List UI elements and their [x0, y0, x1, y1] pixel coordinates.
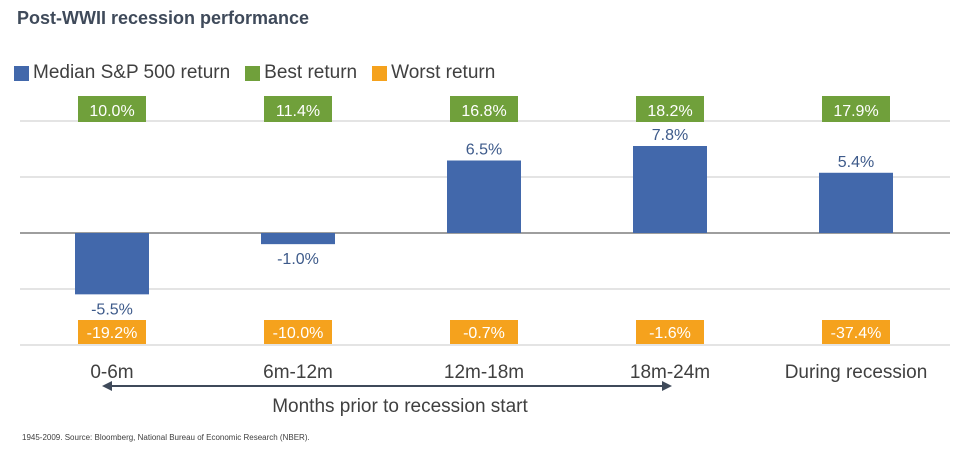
arrow-head-right [662, 381, 672, 391]
data-label-worst: -0.7% [463, 325, 505, 342]
legend-label-median: Median S&P 500 return [33, 62, 231, 83]
bar-median [447, 160, 521, 233]
source-note: 1945-2009. Source: Bloomberg, National B… [22, 433, 310, 442]
arrow-head-left [102, 381, 112, 391]
data-label-median: -1.0% [277, 251, 319, 268]
best-label-box [822, 96, 890, 122]
data-label-best: 17.9% [833, 103, 878, 120]
legend-item-worst: Worst return [372, 62, 495, 84]
data-label-worst: -10.0% [273, 325, 324, 342]
data-label-median: 6.5% [466, 142, 502, 159]
best-label-box [636, 96, 704, 122]
best-label-box [78, 96, 146, 122]
legend-swatch-median [14, 65, 29, 81]
legend-item-median: Median S&P 500 return [14, 62, 230, 84]
data-label-median: 7.8% [652, 127, 688, 144]
worst-label-box [78, 320, 146, 344]
bar-median [75, 233, 149, 295]
legend-swatch-worst [372, 65, 388, 81]
data-label-median: -5.5% [91, 301, 133, 318]
data-label-best: 11.4% [276, 103, 320, 120]
worst-label-box [822, 320, 890, 344]
worst-label-box [264, 320, 332, 344]
data-label-best: 18.2% [647, 103, 692, 120]
bar-median [819, 172, 893, 233]
legend: Median S&P 500 return Best return Worst … [14, 62, 510, 84]
legend-item-best: Best return [245, 62, 357, 84]
category-label: 12m-18m [444, 362, 524, 383]
category-label: 6m-12m [263, 362, 333, 383]
best-label-box [264, 96, 332, 122]
data-label-median: 5.4% [838, 154, 874, 171]
bar-median [633, 146, 707, 233]
data-label-best: 10.0% [89, 103, 134, 120]
best-label-box [450, 96, 518, 122]
worst-label-box [450, 320, 518, 344]
chart-title: Post-WWII recession performance [17, 8, 310, 28]
category-label: 0-6m [90, 362, 133, 383]
category-label: During recession [785, 362, 928, 383]
bar-median [261, 233, 335, 245]
legend-label-worst: Worst return [391, 62, 496, 83]
data-label-worst: -19.2% [87, 325, 138, 342]
category-label: 18m-24m [630, 362, 710, 383]
data-label-best: 16.8% [461, 103, 506, 120]
data-label-worst: -37.4% [831, 325, 882, 342]
data-label-worst: -1.6% [649, 325, 691, 342]
worst-label-box [636, 320, 704, 344]
legend-label-best: Best return [264, 62, 358, 83]
axis-caption: Months prior to recession start [272, 396, 528, 417]
legend-swatch-best [245, 65, 261, 81]
